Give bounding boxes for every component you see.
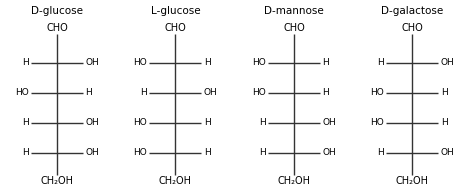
Text: H: H bbox=[377, 148, 384, 157]
Text: CHO: CHO bbox=[46, 23, 68, 33]
Text: HO: HO bbox=[370, 88, 384, 97]
Text: H: H bbox=[204, 58, 210, 67]
Text: HO: HO bbox=[252, 58, 265, 67]
Text: CHO: CHO bbox=[283, 23, 305, 33]
Text: OH: OH bbox=[85, 58, 99, 67]
Text: HO: HO bbox=[133, 118, 147, 127]
Text: H: H bbox=[22, 118, 28, 127]
Text: H: H bbox=[259, 118, 265, 127]
Text: OH: OH bbox=[322, 118, 336, 127]
Text: HO: HO bbox=[252, 88, 265, 97]
Text: H: H bbox=[22, 58, 28, 67]
Text: OH: OH bbox=[441, 148, 455, 157]
Text: HO: HO bbox=[370, 118, 384, 127]
Text: D-galactose: D-galactose bbox=[381, 6, 444, 16]
Text: OH: OH bbox=[85, 118, 99, 127]
Text: CHO: CHO bbox=[401, 23, 423, 33]
Text: H: H bbox=[259, 148, 265, 157]
Text: CHO: CHO bbox=[164, 23, 186, 33]
Text: H: H bbox=[322, 58, 329, 67]
Text: OH: OH bbox=[204, 88, 218, 97]
Text: CH₂OH: CH₂OH bbox=[277, 176, 310, 186]
Text: H: H bbox=[140, 88, 147, 97]
Text: H: H bbox=[85, 88, 92, 97]
Text: OH: OH bbox=[441, 58, 455, 67]
Text: H: H bbox=[22, 148, 28, 157]
Text: CH₂OH: CH₂OH bbox=[396, 176, 429, 186]
Text: CH₂OH: CH₂OH bbox=[40, 176, 73, 186]
Text: H: H bbox=[204, 148, 210, 157]
Text: D-glucose: D-glucose bbox=[31, 6, 83, 16]
Text: D-mannose: D-mannose bbox=[264, 6, 324, 16]
Text: H: H bbox=[441, 88, 447, 97]
Text: HO: HO bbox=[133, 58, 147, 67]
Text: L-glucose: L-glucose bbox=[151, 6, 200, 16]
Text: CH₂OH: CH₂OH bbox=[159, 176, 192, 186]
Text: H: H bbox=[204, 118, 210, 127]
Text: H: H bbox=[377, 58, 384, 67]
Text: OH: OH bbox=[322, 148, 336, 157]
Text: HO: HO bbox=[15, 88, 28, 97]
Text: H: H bbox=[441, 118, 447, 127]
Text: HO: HO bbox=[133, 148, 147, 157]
Text: OH: OH bbox=[85, 148, 99, 157]
Text: H: H bbox=[322, 88, 329, 97]
